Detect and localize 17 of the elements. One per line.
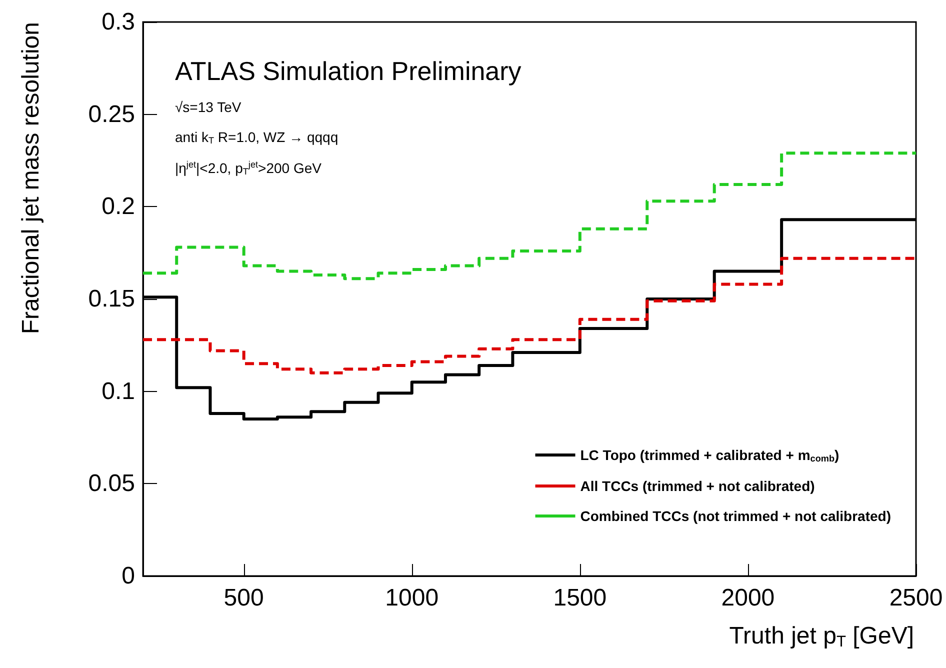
- annotation: √s=13 TeV: [175, 99, 242, 115]
- legend-label: Combined TCCs (not trimmed + not calibrated): [580, 508, 892, 524]
- y-tick-label: 0.15: [88, 286, 135, 312]
- y-tick-label: 0.05: [88, 470, 135, 498]
- y-tick-label: 0.25: [88, 100, 135, 128]
- x-tick-label: 2000: [721, 584, 775, 612]
- y-tick-label: 0.2: [102, 193, 135, 220]
- x-tick-label: 500: [224, 584, 264, 612]
- y-tick-label: 0: [122, 562, 135, 590]
- y-axis-title: Fractional jet mass resolution: [18, 22, 44, 334]
- x-tick-label: 2500: [889, 584, 943, 612]
- y-tick-label: 0.1: [102, 378, 135, 405]
- y-tick-label: 0.3: [102, 8, 135, 36]
- legend-label: All TCCs (trimmed + not calibrated): [580, 478, 815, 494]
- annotation: ATLAS Simulation Preliminary: [175, 56, 522, 86]
- x-tick-label: 1000: [385, 584, 439, 612]
- x-tick-label: 1500: [553, 584, 607, 612]
